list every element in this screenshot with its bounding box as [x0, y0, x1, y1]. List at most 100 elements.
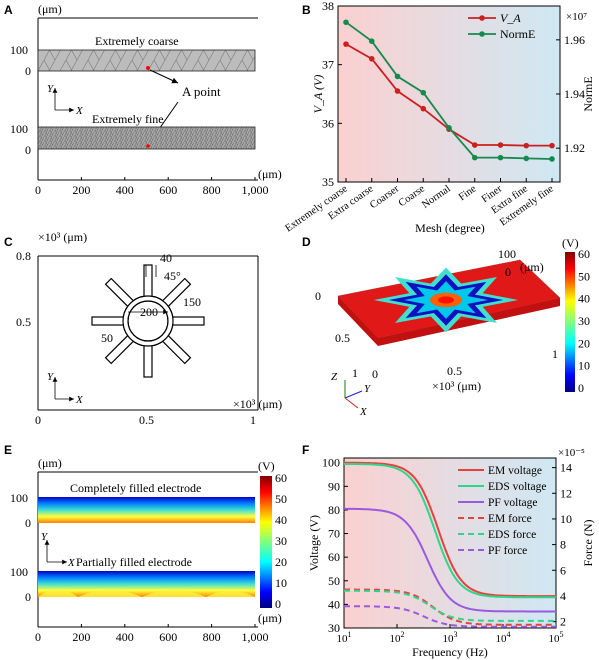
panel-d-colorbar-tick: 0 [578, 381, 584, 395]
b-series-1-point [497, 142, 504, 148]
panel-e-xtick-label: 1,000 [242, 630, 269, 644]
b-xlabel: Mesh (degree) [415, 221, 485, 235]
partial-electrode-bumps [38, 590, 255, 597]
panel-e-unit-bottom: (μm) [258, 611, 282, 625]
b-xtick-label: Coarser [368, 183, 401, 211]
f-ytick-label: 30 [328, 621, 340, 635]
panel-e-colorbar-ticks: 60 50 40 30 20 10 0 [275, 471, 287, 611]
f-legend-label: EDS force [488, 529, 536, 541]
b-ytick-label: 35 [322, 175, 334, 189]
panel-label-d: D [302, 235, 311, 249]
f-xtick-label: 104 [496, 630, 511, 645]
panel-e-unit-top: (μm) [38, 456, 62, 470]
b-y2tick-label: 1.92 [564, 141, 585, 155]
f-ylabel: Voltage (V) [307, 515, 321, 571]
b-y2tick-label: 1.94 [564, 87, 585, 101]
f-y2tick-label: 12 [560, 486, 572, 500]
panel-d-colorbar-ticks: 60 50 40 30 20 10 0 [578, 247, 590, 395]
f-y2tick-label: 6 [560, 563, 566, 577]
panel-d-left-1: 1 [352, 366, 358, 380]
b-y2tick-label: 1.96 [564, 33, 585, 47]
panel-e-xticks: 0 200 400 600 800 1,000 [35, 624, 269, 644]
b-ytick-label: 36 [322, 116, 334, 130]
panel-c-ytick-08: 0.8 [16, 249, 31, 263]
panel-a-xtick-label: 400 [116, 183, 134, 197]
panel-e-colorbar-tick: 10 [275, 576, 287, 590]
b-legend-marker [479, 31, 485, 37]
panel-e-xtick-label: 0 [35, 630, 41, 644]
f-legend-label: EM force [488, 513, 532, 525]
panel-d-top-100: 100 [498, 247, 516, 261]
label-partially-filled: Partially filled electrode [76, 555, 192, 569]
panel-f-chart: 101 102 103 104 1053040506070809010024681012… [307, 447, 595, 659]
panel-a-xtick-label: 0 [35, 183, 41, 197]
panel-e-colorbar-tick: 50 [275, 492, 287, 506]
panel-d-axis-z: Z [331, 371, 338, 383]
b-y2label: NormE [581, 76, 595, 111]
label-a-point: A point [182, 84, 221, 99]
panel-c-unit-top: ×10³ (μm) [38, 230, 87, 244]
panel-d-axis-triad: Z Y X [331, 371, 372, 418]
b-xtick-label: Fine [457, 183, 479, 203]
coarse-mesh-electrode [37, 49, 256, 72]
panel-e-colorbar [260, 476, 272, 608]
b-series-1-point [471, 142, 478, 148]
panel-c-ytick-05: 0.5 [16, 315, 31, 329]
panel-d-bottom-1: 1 [552, 347, 558, 361]
f-y2tick-label: 4 [560, 589, 566, 603]
f-legend-label: PF force [488, 545, 527, 557]
f-xtick-label: 103 [443, 630, 458, 645]
b-legend-label: NormE [500, 27, 535, 41]
panel-a-xtick-label: 600 [159, 183, 177, 197]
panel-label-c: C [4, 235, 13, 249]
f-ytick-label: 40 [328, 597, 340, 611]
b-series-1-point [368, 56, 375, 62]
panel-e-colorbar-unit: (V) [258, 459, 275, 473]
b-series-2-point [446, 125, 452, 131]
panel-a-ytick-100-top: 100 [10, 43, 28, 57]
panel-e-colorbar-tick: 60 [275, 471, 287, 485]
panel-d-left-05: 0.5 [335, 331, 350, 345]
f-legend-label: EM voltage [488, 465, 542, 477]
point-a-coarse [146, 66, 150, 70]
panel-e-axis-x: X [67, 557, 76, 569]
panel-e-ytick-0-bottom: 0 [25, 590, 31, 604]
f-xlabel: Frequency (Hz) [412, 645, 488, 659]
star-arm [169, 316, 205, 326]
b-series-2-point [549, 156, 555, 162]
panel-d-colorbar-tick: 60 [578, 247, 590, 261]
panel-d-axis-y: Y [364, 383, 372, 395]
dim-200: 200 [140, 305, 158, 319]
b-series-2-point [497, 154, 504, 161]
dim-40: 40 [160, 251, 172, 265]
panel-a-xtick-label: 200 [72, 183, 90, 197]
panel-d-top-0: 0 [505, 265, 511, 279]
panel-c-axis-x: X [75, 394, 84, 406]
panel-e-colorbar-tick: 30 [275, 534, 287, 548]
panel-d-colorbar-tick: 20 [578, 336, 590, 350]
panel-e-xtick-label: 800 [203, 630, 221, 644]
panel-e-xtick-label: 600 [159, 630, 177, 644]
panel-a-axis-indicator: Y X [47, 83, 84, 117]
f-series-line-4 [344, 588, 556, 626]
panel-e-ytick-0-top: 0 [25, 516, 31, 530]
panel-label-b: B [302, 3, 311, 17]
panel-c-xtick-1: 1 [250, 413, 256, 427]
arrow-point-coarse [149, 69, 179, 84]
b-legend-marker [479, 15, 485, 21]
b-ylabel: V_A (V) [311, 75, 325, 114]
f-series-line-5 [344, 589, 556, 622]
completely-filled-field [38, 497, 255, 523]
star-electrode-outline [91, 264, 205, 378]
star-arm [143, 264, 153, 300]
panel-e: (μm) Completely filled electrode Partial… [10, 456, 287, 644]
panel-a: (μm) Extremely coarse A point Extremely … [10, 2, 282, 197]
panel-a-xticks: 0 200 400 600 800 1,000 [35, 177, 269, 197]
b-legend-label: V_A [500, 11, 521, 25]
b-series-1-point [523, 142, 530, 149]
label-completely-filled: Completely filled electrode [70, 481, 201, 495]
dim-50: 50 [101, 331, 113, 345]
panel-e-ytick-100-top: 100 [10, 491, 28, 505]
